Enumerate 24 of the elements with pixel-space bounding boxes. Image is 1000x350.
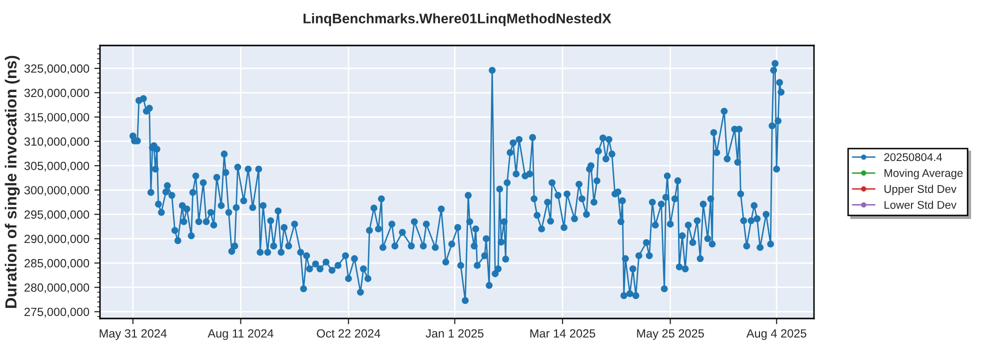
x-tick-label: Oct 22 2024: [316, 329, 380, 338]
x-tick-label: May 31 2024: [100, 329, 167, 340]
y-axis-title: Duration of single invocation (ns): [4, 56, 20, 308]
y-tick-label: 315,000,000: [24, 113, 90, 123]
y-tick-label: 280,000,000: [24, 283, 90, 294]
x-tick-label: Aug 4 2025: [746, 329, 806, 340]
x-tick-label: Jan 1 2025: [426, 329, 484, 338]
chart-title: LinqBenchmarks.Where01LinqMethodNestedX: [304, 13, 612, 26]
y-tick-label: 305,000,000: [24, 162, 90, 172]
x-tick-label: Aug 11 2024: [208, 329, 274, 340]
x-tick-label: May 25 2025: [637, 329, 704, 340]
y-tick-label: 285,000,000: [24, 259, 90, 269]
y-tick-label: 290,000,000: [24, 234, 90, 244]
legend-label: Upper Std Dev: [884, 184, 957, 196]
x-tick-label: Mar 14 2025: [530, 329, 596, 338]
y-tick-label: 275,000,000: [24, 308, 90, 318]
y-tick-label: 295,000,000: [24, 210, 90, 220]
y-tick-label: 320,000,000: [24, 88, 90, 98]
y-tick-label: 310,000,000: [24, 137, 90, 148]
legend-label: Moving Average: [884, 168, 963, 180]
legend-label: Lower Std Dev: [884, 200, 957, 209]
y-tick-label: 325,000,000: [24, 64, 90, 74]
legend-label: 20250804.4: [884, 153, 942, 162]
y-tick-label: 300,000,000: [24, 186, 90, 196]
